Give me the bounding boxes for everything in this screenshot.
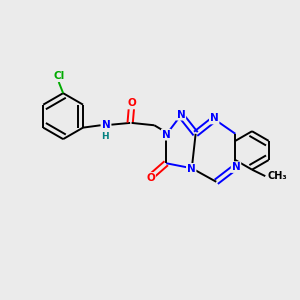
Text: N: N (187, 164, 196, 174)
Text: O: O (127, 98, 136, 109)
Text: N: N (232, 162, 240, 172)
Text: Cl: Cl (53, 71, 64, 81)
Text: CH₃: CH₃ (268, 171, 287, 181)
Text: O: O (146, 173, 155, 183)
Text: H: H (102, 132, 109, 141)
Text: N: N (176, 110, 185, 120)
Text: N: N (210, 113, 219, 124)
Text: N: N (102, 120, 110, 130)
Text: N: N (162, 130, 171, 140)
